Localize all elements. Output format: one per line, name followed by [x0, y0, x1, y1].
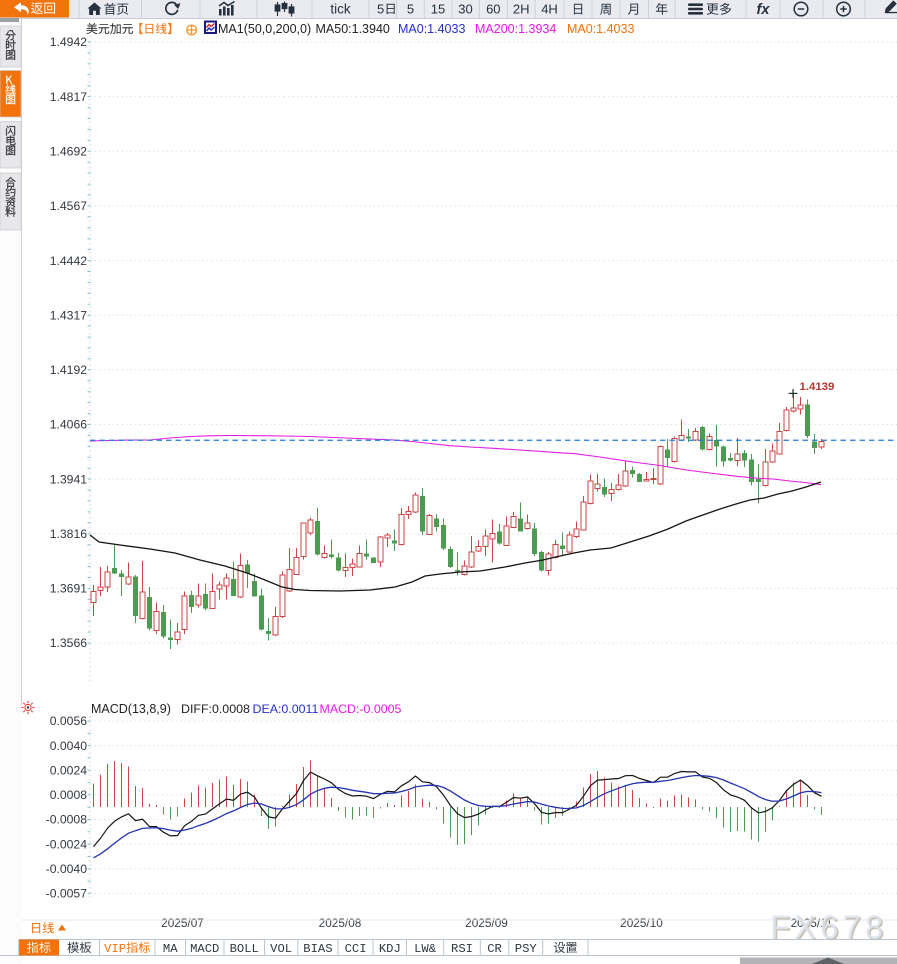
svg-text:MA0:1.4033: MA0:1.4033	[398, 22, 465, 36]
svg-text:CCI: CCI	[345, 942, 367, 956]
svg-text:LW&: LW&	[414, 942, 437, 956]
svg-text:5: 5	[377, 2, 384, 17]
svg-text:1.3816: 1.3816	[50, 527, 87, 541]
svg-text:1.3566: 1.3566	[50, 636, 87, 650]
svg-text:1.3941: 1.3941	[50, 472, 87, 486]
svg-text:FX678: FX678	[772, 910, 889, 947]
svg-text:PSY: PSY	[515, 942, 538, 956]
svg-text:1.4942: 1.4942	[50, 35, 87, 49]
svg-text:30: 30	[458, 2, 472, 17]
svg-text:2025/09: 2025/09	[465, 916, 508, 930]
svg-text:MA200:1.3934: MA200:1.3934	[475, 22, 556, 36]
svg-text:MA1(50,0,200,0): MA1(50,0,200,0)	[218, 22, 311, 36]
svg-text:-0.0008: -0.0008	[46, 813, 88, 827]
svg-text:1.4817: 1.4817	[50, 90, 87, 104]
svg-text:MA0:1.4033: MA0:1.4033	[567, 22, 634, 36]
svg-text:0.0024: 0.0024	[50, 764, 87, 778]
svg-text:RSI: RSI	[451, 942, 473, 956]
svg-text:2025/07: 2025/07	[161, 916, 204, 930]
svg-text:1.4567: 1.4567	[50, 199, 87, 213]
svg-text:DIFF:0.0008: DIFF:0.0008	[181, 702, 250, 716]
svg-text:fx: fx	[757, 2, 771, 18]
svg-text:CR: CR	[487, 942, 502, 956]
svg-text:1.3691: 1.3691	[50, 582, 87, 596]
svg-text:-0.0024: -0.0024	[46, 837, 88, 851]
svg-text:4H: 4H	[541, 2, 558, 17]
svg-text:KDJ: KDJ	[379, 942, 401, 956]
svg-text:-0.0057: -0.0057	[46, 887, 88, 901]
svg-text:0.0056: 0.0056	[50, 714, 87, 728]
svg-text:5: 5	[407, 2, 414, 17]
svg-text:DEA:0.0011: DEA:0.0011	[253, 702, 319, 716]
svg-text:1.4317: 1.4317	[50, 308, 87, 322]
svg-text:tick: tick	[330, 2, 351, 17]
svg-text:MACD: MACD	[190, 942, 219, 956]
svg-text:1.4692: 1.4692	[50, 145, 87, 159]
svg-text:1.4066: 1.4066	[50, 418, 87, 432]
svg-text:MA: MA	[163, 942, 178, 956]
svg-text:MACD:-0.0005: MACD:-0.0005	[320, 702, 402, 716]
svg-text:VOL: VOL	[270, 942, 292, 956]
svg-text:-0.0040: -0.0040	[46, 862, 88, 876]
svg-text:15: 15	[431, 2, 445, 17]
svg-text:VIP: VIP	[104, 942, 126, 956]
svg-text:1.4442: 1.4442	[50, 254, 87, 268]
svg-text:BOLL: BOLL	[230, 942, 259, 956]
svg-text:0.0008: 0.0008	[50, 788, 87, 802]
svg-text:2025/10: 2025/10	[620, 916, 663, 930]
svg-text:2H: 2H	[513, 2, 530, 17]
svg-text:1.4192: 1.4192	[50, 363, 87, 377]
svg-text:MA50:1.3940: MA50:1.3940	[316, 22, 390, 36]
svg-text:2025/08: 2025/08	[319, 916, 362, 930]
svg-text:0.0040: 0.0040	[50, 739, 87, 753]
svg-text:BIAS: BIAS	[303, 942, 332, 956]
svg-text:MACD(13,8,9): MACD(13,8,9)	[91, 702, 171, 716]
svg-text:60: 60	[486, 2, 500, 17]
svg-text:1.4139: 1.4139	[800, 381, 835, 393]
